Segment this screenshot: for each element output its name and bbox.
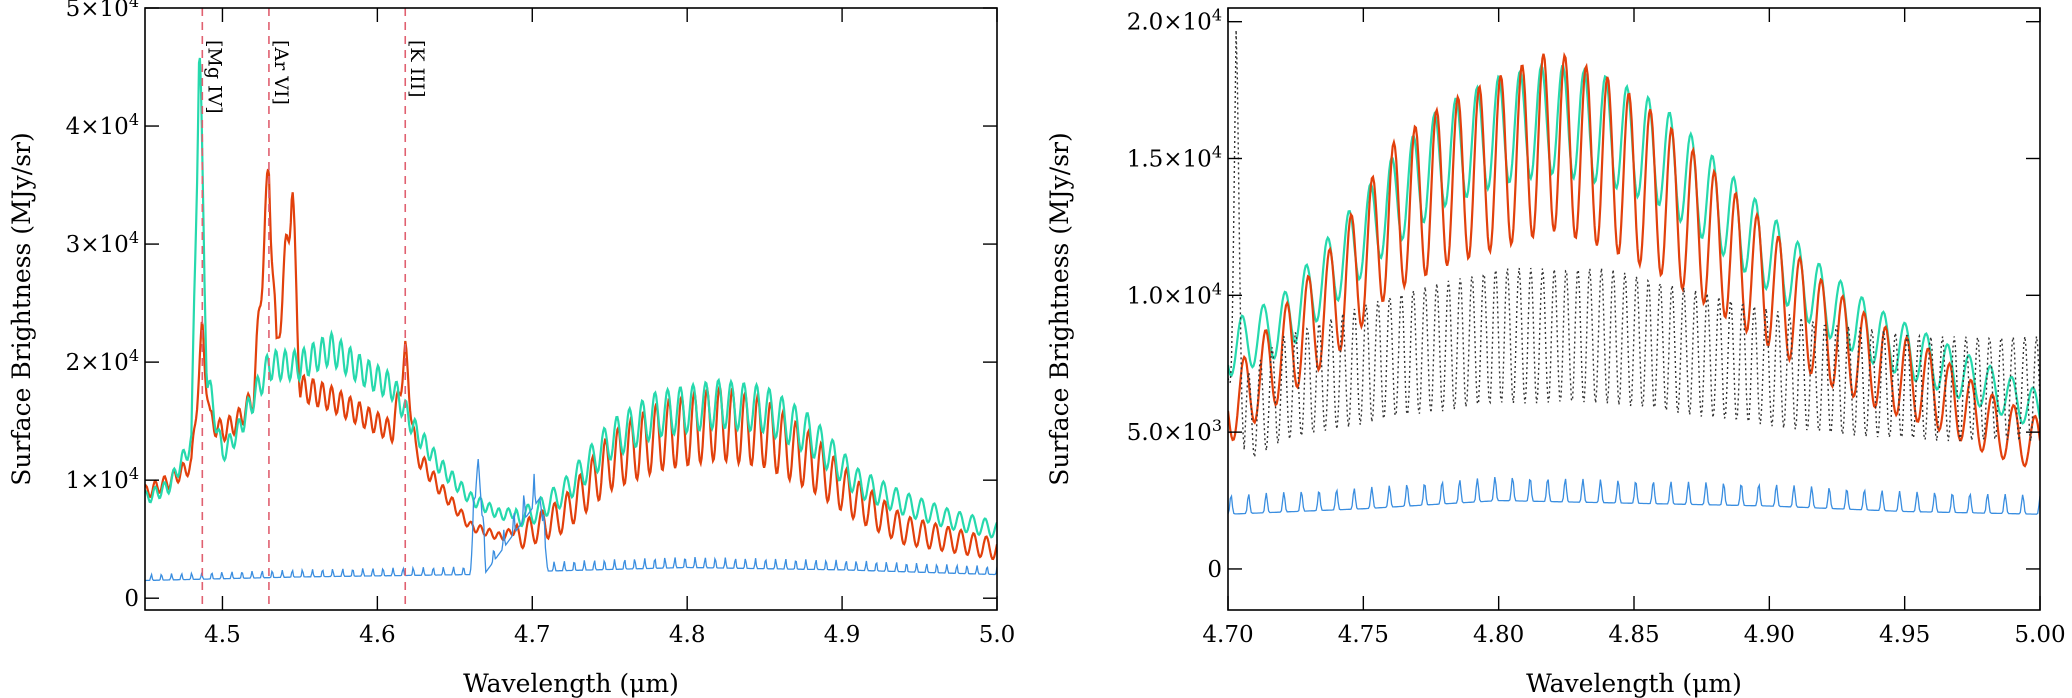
right-series-teal [1228, 62, 2040, 425]
left-x-tick-label: 5.0 [979, 622, 1016, 648]
right-series-group [1228, 30, 2040, 515]
left-x-tick-label: 4.5 [204, 622, 241, 648]
left-y-tick-label: 1×104 [66, 464, 139, 494]
left-y-tick-label: 0 [124, 586, 139, 612]
right-y-tick-label: 0 [1207, 557, 1222, 583]
left-y-ticks: 0 1×104 2×104 3×104 4×104 5×104 [66, 0, 997, 612]
left-x-tick-label: 4.9 [824, 622, 861, 648]
left-x-tick-label: 4.8 [669, 622, 706, 648]
right-x-tick-label: 4.95 [1879, 622, 1930, 648]
right-series-red [1228, 51, 2040, 468]
left-y-tick-label: 3×104 [66, 228, 139, 258]
left-x-tick-label: 4.7 [514, 622, 551, 648]
right-x-axis-label: Wavelength (μm) [1526, 669, 1742, 698]
right-y-axis-label: Surface Brightness (MJy/sr) [1045, 132, 1074, 486]
right-y-tick-label: 1.5×104 [1127, 143, 1222, 173]
left-y-tick-label: 4×104 [66, 110, 139, 140]
right-x-tick-label: 4.75 [1338, 622, 1389, 648]
right-x-ticks: 4.70 4.75 4.80 4.85 4.90 4.95 5.00 [1202, 8, 2066, 648]
left-series-blue [145, 459, 997, 582]
left-x-ticks: 4.5 4.6 4.7 4.8 4.9 5.0 [204, 8, 1015, 648]
right-series-blue [1228, 476, 2040, 515]
left-y-tick-label: 5×104 [66, 0, 139, 22]
right-x-tick-label: 4.85 [1608, 622, 1659, 648]
left-plot-frame [144, 7, 998, 611]
right-x-tick-label: 4.80 [1473, 622, 1524, 648]
marker-label: [Mg IV] [203, 40, 225, 114]
right-y-tick-label: 1.0×104 [1127, 279, 1222, 309]
left-y-tick-label: 2×104 [66, 346, 139, 376]
left-series-teal [145, 57, 997, 539]
marker-label: [K III] [406, 40, 428, 98]
left-plot-area [145, 57, 997, 582]
right-x-tick-label: 4.90 [1744, 622, 1795, 648]
marker-label: [Ar VI] [270, 40, 292, 105]
right-y-tick-label: 5.0×103 [1127, 416, 1222, 446]
left-panel: [Mg IV] [Ar VI] [K III] 4.5 4.6 4.7 4.8 4.9 5.0… [7, 0, 1015, 698]
left-series-red [145, 168, 997, 561]
right-x-tick-label: 5.00 [2014, 622, 2065, 648]
right-x-tick-label: 4.70 [1202, 622, 1253, 648]
left-x-axis-label: Wavelength (μm) [463, 669, 679, 698]
left-y-axis-label: Surface Brightness (MJy/sr) [7, 132, 36, 486]
left-line-markers: [Mg IV] [Ar VI] [K III] [201, 8, 428, 610]
left-series-group [145, 57, 997, 582]
right-panel: 4.70 4.75 4.80 4.85 4.90 4.95 5.00 0 5.0×103 1.0… [1045, 6, 2066, 698]
right-y-tick-label: 2.0×104 [1127, 6, 1222, 36]
right-plot-frame [1227, 7, 2041, 611]
right-series-dotted [1228, 30, 2040, 458]
right-y-ticks: 0 5.0×103 1.0×104 1.5×104 2.0×104 [1127, 6, 2040, 583]
right-plot-area [1228, 30, 2040, 515]
left-x-tick-label: 4.6 [359, 622, 396, 648]
